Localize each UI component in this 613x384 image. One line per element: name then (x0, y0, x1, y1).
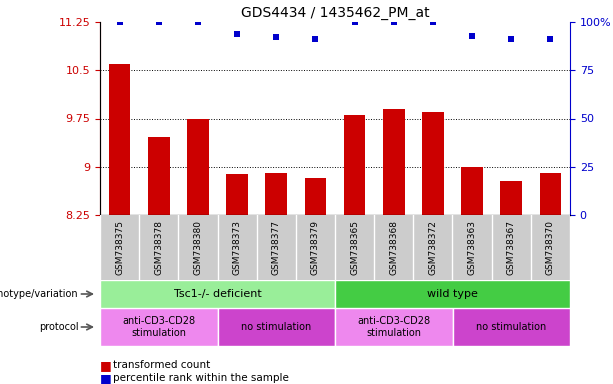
Point (506, 36, 516, 43)
Bar (226, 174, 248, 215)
Text: GSM738372: GSM738372 (428, 220, 438, 275)
Point (232, 30, 242, 36)
Bar (344, 115, 365, 215)
Point (272, 35, 281, 41)
Bar (305, 178, 326, 215)
Text: Tsc1-/- deficient: Tsc1-/- deficient (173, 289, 261, 299)
Text: wild type: wild type (427, 289, 478, 299)
Text: transformed count: transformed count (113, 361, 211, 371)
Bar (148, 137, 170, 215)
Point (154, 19, 164, 25)
Bar (109, 64, 131, 215)
Bar (383, 109, 405, 215)
Bar (500, 181, 522, 215)
Text: anti-CD3-CD28
stimulation: anti-CD3-CD28 stimulation (357, 316, 430, 338)
Bar (100, 308, 218, 346)
Point (115, 19, 124, 25)
Text: GSM738363: GSM738363 (468, 220, 476, 275)
Point (193, 19, 203, 25)
Text: GSM738370: GSM738370 (546, 220, 555, 275)
Bar (462, 167, 483, 215)
Text: GSM738375: GSM738375 (115, 220, 124, 275)
Bar (422, 112, 444, 215)
Text: GSM738365: GSM738365 (350, 220, 359, 275)
Text: GSM738380: GSM738380 (194, 220, 202, 275)
Bar (335, 280, 570, 308)
Text: GSM738378: GSM738378 (154, 220, 163, 275)
Bar (539, 173, 561, 215)
Text: GSM738368: GSM738368 (389, 220, 398, 275)
Point (546, 36, 555, 43)
Text: GSM738379: GSM738379 (311, 220, 320, 275)
Text: GSM738373: GSM738373 (232, 220, 242, 275)
Text: no stimulation: no stimulation (476, 322, 546, 332)
Text: GSM738377: GSM738377 (272, 220, 281, 275)
Point (311, 36, 321, 43)
Text: no stimulation: no stimulation (241, 322, 311, 332)
Title: GDS4434 / 1435462_PM_at: GDS4434 / 1435462_PM_at (241, 6, 429, 20)
Bar (265, 173, 287, 215)
Text: ■: ■ (100, 359, 112, 372)
Text: percentile rank within the sample: percentile rank within the sample (113, 373, 289, 383)
Bar (452, 308, 570, 346)
Text: anti-CD3-CD28
stimulation: anti-CD3-CD28 stimulation (122, 316, 196, 338)
Point (349, 19, 359, 25)
Bar (335, 308, 452, 346)
Text: genotype/variation: genotype/variation (0, 289, 78, 299)
Point (467, 32, 477, 38)
Text: protocol: protocol (39, 322, 78, 332)
Bar (218, 308, 335, 346)
Text: GSM738367: GSM738367 (507, 220, 516, 275)
Bar (187, 119, 208, 215)
Point (428, 19, 438, 25)
Text: ■: ■ (100, 372, 112, 384)
Point (389, 19, 398, 25)
Bar (100, 280, 335, 308)
